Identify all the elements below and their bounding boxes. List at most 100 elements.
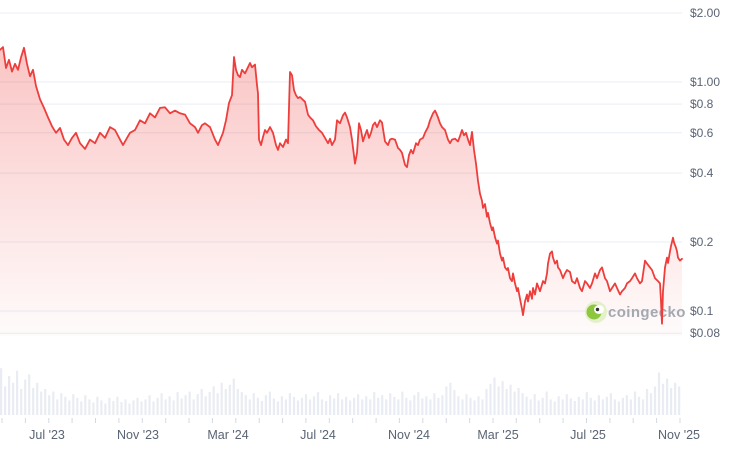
- volume-bar: [56, 399, 59, 415]
- volume-bar: [20, 389, 23, 415]
- volume-bar: [605, 396, 608, 415]
- volume-bar: [140, 401, 143, 415]
- volume-bar: [661, 383, 665, 415]
- volume-bar: [545, 391, 548, 415]
- price-area-fill: [0, 47, 682, 336]
- volume-bar: [541, 397, 544, 415]
- y-axis-label: $2.00: [690, 6, 721, 20]
- volume-bar: [292, 396, 296, 415]
- volume-bar: [625, 395, 628, 415]
- volume-bar: [645, 389, 649, 415]
- volume-bar: [148, 395, 151, 415]
- volume-bar: [377, 397, 380, 415]
- volume-bar: [188, 391, 191, 415]
- volume-bar: [553, 401, 556, 415]
- volume-bar: [389, 393, 392, 415]
- volume-bar: [244, 395, 247, 415]
- volume-bar: [280, 396, 283, 415]
- volume-bar: [68, 400, 71, 415]
- volume-bar: [92, 402, 95, 415]
- volume-bar: [136, 397, 139, 415]
- volume-bar: [240, 392, 243, 415]
- volume-bar: [184, 395, 187, 415]
- volume-bar: [256, 397, 259, 415]
- volume-bar: [228, 384, 231, 415]
- y-axis-label: $0.2: [690, 235, 714, 249]
- volume-bar: [353, 397, 356, 415]
- volume-bar: [429, 399, 432, 415]
- volume-bar: [224, 389, 227, 415]
- y-axis-label: $0.4: [690, 166, 714, 180]
- volume-bar: [100, 400, 103, 415]
- volume-bar: [653, 386, 657, 415]
- volume-bar: [333, 398, 336, 415]
- coingecko-watermark: coingecko: [585, 301, 685, 323]
- volume-bar: [160, 393, 163, 415]
- volume-bar: [517, 388, 520, 415]
- volume-bar: [28, 374, 31, 415]
- volume-bar: [649, 393, 653, 415]
- volume-bar: [537, 400, 540, 415]
- month-tick-marks: [1, 418, 681, 423]
- volume-bar: [337, 393, 340, 415]
- volume-bar: [581, 399, 584, 415]
- volume-bar: [565, 394, 568, 415]
- volume-bar: [573, 401, 576, 415]
- volume-bar: [164, 399, 167, 415]
- x-axis-label: Nov '24: [388, 428, 430, 442]
- price-line: [0, 46, 683, 325]
- volume-bar: [276, 401, 279, 415]
- volume-bar: [248, 399, 251, 415]
- volume-bar: [621, 397, 624, 415]
- volume-bar: [52, 391, 55, 415]
- volume-bar: [284, 399, 287, 415]
- volume-bar: [4, 386, 7, 415]
- volume-bar: [445, 386, 448, 415]
- volume-bar: [84, 395, 87, 415]
- volume-bars: [0, 368, 681, 415]
- volume-bar: [601, 399, 604, 415]
- volume-bar: [44, 389, 47, 415]
- volume-bar: [144, 399, 147, 415]
- volume-bar: [349, 400, 352, 415]
- volume-bar: [657, 372, 661, 415]
- x-axis-label: Jul '23: [29, 428, 65, 442]
- volume-bar: [76, 397, 79, 415]
- volume-bar: [465, 394, 468, 415]
- volume-bar: [325, 401, 328, 415]
- y-axis-label: $0.08: [690, 326, 721, 340]
- volume-bar: [593, 400, 596, 415]
- volume-bar: [641, 399, 645, 415]
- volume-bar: [320, 399, 324, 415]
- volume-bar: [509, 384, 512, 415]
- volume-bar: [272, 398, 275, 415]
- volume-bar: [232, 378, 235, 415]
- volume-bar: [96, 396, 99, 415]
- volume-bar: [124, 399, 127, 415]
- volume-bar: [357, 394, 360, 415]
- volume-bar: [365, 396, 368, 415]
- volume-bar: [300, 397, 304, 415]
- volume-bar: [441, 395, 444, 415]
- y-axis-label: $0.1: [690, 304, 714, 318]
- volume-bar: [569, 398, 572, 415]
- volume-bar: [168, 396, 171, 415]
- volume-bar: [369, 399, 372, 415]
- volume-bar: [361, 399, 364, 415]
- volume-bar: [529, 399, 532, 415]
- volume-bar: [433, 393, 436, 415]
- volume-bar: [613, 399, 616, 415]
- volume-bar: [373, 392, 376, 415]
- volume-bar: [152, 401, 155, 415]
- volume-bar: [104, 403, 107, 415]
- volume-bar: [397, 399, 400, 415]
- volume-bar: [172, 400, 175, 415]
- volume-bar: [485, 389, 488, 415]
- volume-bar: [208, 392, 211, 415]
- volume-bar: [268, 391, 271, 415]
- x-axis-label: Nov '25: [658, 428, 700, 442]
- volume-bar: [196, 394, 199, 415]
- volume-bar: [678, 386, 681, 415]
